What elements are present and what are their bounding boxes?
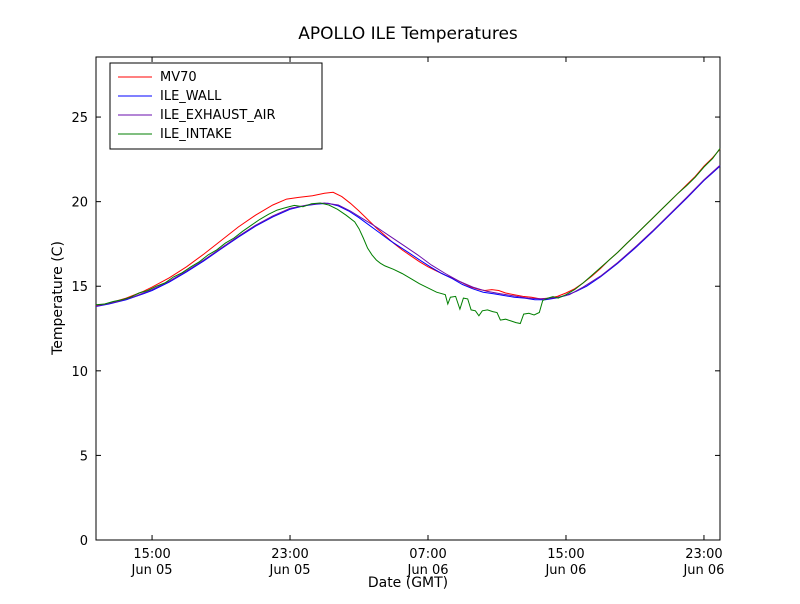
y-axis-label: Temperature (C) [50,241,66,356]
x-tick-date-label: Jun 06 [544,563,586,578]
series-line-ile_intake [95,148,721,325]
x-tick-date-label: Jun 06 [407,563,449,578]
legend-label-mv70: MV70 [160,70,197,85]
plot-series [95,148,721,325]
legend-label-ile_intake: ILE_INTAKE [160,127,232,142]
legend-label-ile_wall: ILE_WALL [160,89,222,104]
x-tick-date-label: Jun 05 [131,563,173,578]
legend-label-ile_exhaust_air: ILE_EXHAUST_AIR [160,108,276,123]
chart-title: APOLLO ILE Temperatures [298,24,518,44]
y-tick-label: 15 [71,280,88,295]
series-line-ile_exhaust_air [95,164,721,307]
x-axis-label: Date (GMT) [368,575,448,591]
x-tick-time-label: 15:00 [133,547,170,562]
y-tick-label: 25 [71,111,88,126]
series-line-ile_wall [95,165,721,307]
x-tick-time-label: 23:00 [271,547,308,562]
series-line-mv70 [95,148,721,307]
y-tick-label: 10 [71,365,88,380]
y-tick-label: 0 [80,534,88,549]
x-tick-time-label: 15:00 [547,547,584,562]
y-tick-label: 5 [80,449,88,464]
x-tick-time-label: 23:00 [685,547,722,562]
axes-frame [95,56,721,541]
x-tick-date-label: Jun 05 [269,563,311,578]
y-tick-label: 20 [71,196,88,211]
x-tick-date-label: Jun 06 [682,563,724,578]
x-tick-time-label: 07:00 [409,547,446,562]
legend: MV70 ILE_WALL ILE_EXHAUST_AIR ILE_INTAKE [109,62,323,150]
